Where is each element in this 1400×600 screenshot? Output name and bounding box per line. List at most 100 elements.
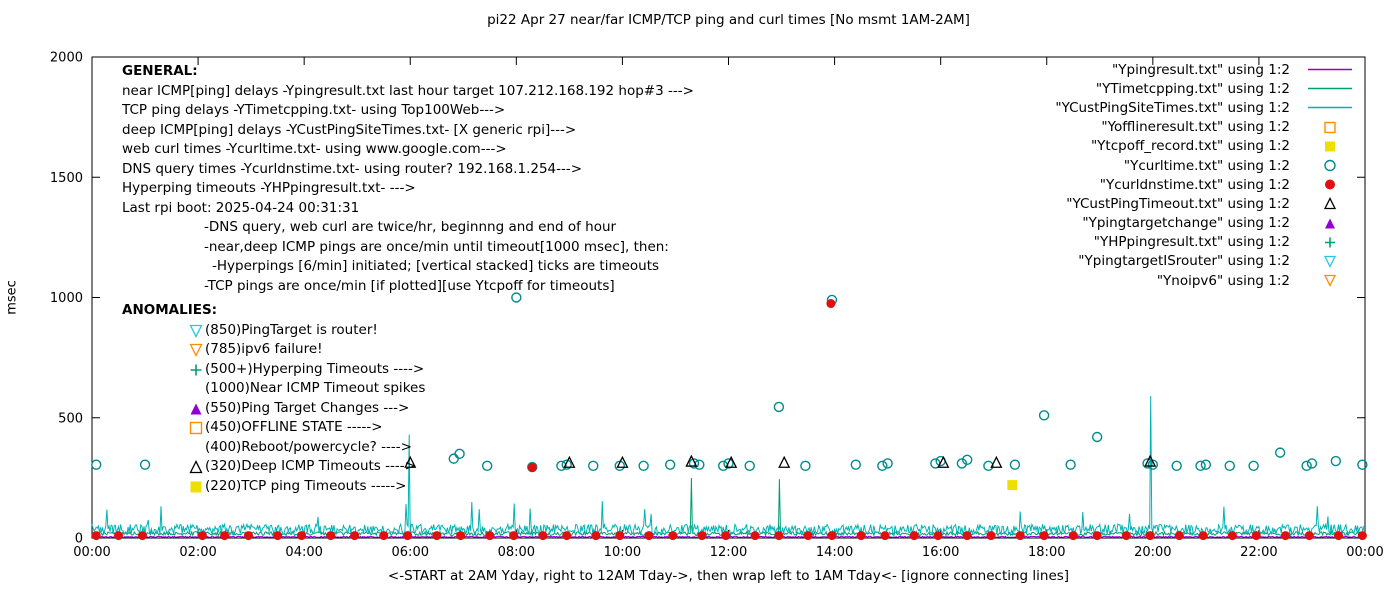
- anomaly-item: (220)TCP ping Timeouts ----->: [122, 477, 425, 497]
- anomaly-text: (850)PingTarget is router!: [205, 321, 378, 338]
- line-icon: [1298, 81, 1362, 96]
- square-open-icon: [188, 420, 205, 435]
- anomalies-heading: ANOMALIES:: [122, 302, 218, 318]
- general-line: -Hyperpings [6/min] initiated; [vertical…: [212, 258, 660, 274]
- circle-fill-icon: [1298, 177, 1362, 192]
- legend-entry: "Ypingtargetchange" using 1:2: [1055, 214, 1362, 233]
- legend-entry: "Ynoipv6" using 1:2: [1055, 271, 1362, 290]
- anomaly-text: (785)ipv6 failure!: [205, 341, 323, 357]
- anomaly-item: (320)Deep ICMP Timeouts ---->: [122, 457, 425, 477]
- general-line: TCP ping delays -YTimetcpping.txt- using…: [122, 102, 506, 118]
- svg-text:1500: 1500: [50, 171, 83, 186]
- svg-text:2000: 2000: [50, 51, 83, 66]
- chart-title: pi22 Apr 27 near/far ICMP/TCP ping and c…: [487, 12, 970, 28]
- anomaly-text: (220)TCP ping Timeouts ----->: [205, 477, 407, 494]
- legend-label: "Ynoipv6" using 1:2: [1156, 272, 1290, 289]
- general-annotations: GENERAL: near ICMP[ping] delays -Ypingre…: [122, 62, 694, 296]
- square-open-icon: [1298, 120, 1362, 135]
- no-icon: [188, 440, 205, 455]
- legend-entry: "Ycurltime.txt" using 1:2: [1055, 156, 1362, 175]
- anomaly-annotations: ANOMALIES: (850)PingTarget is router! (78…: [122, 301, 425, 496]
- legend-entry: "Ytcpoff_record.txt" using 1:2: [1055, 137, 1362, 156]
- anomaly-item: (550)Ping Target Changes --->: [122, 399, 425, 419]
- svg-text:02:00: 02:00: [179, 545, 216, 560]
- svg-text:1000: 1000: [50, 291, 83, 306]
- svg-text:06:00: 06:00: [392, 545, 429, 560]
- svg-text:16:00: 16:00: [922, 545, 959, 560]
- general-heading: GENERAL:: [122, 63, 198, 79]
- legend-label: "YTimetcpping.txt" using 1:2: [1095, 80, 1290, 97]
- legend-label: "YCustPingTimeout.txt" using 1:2: [1066, 195, 1290, 212]
- triangle-down-open-icon: [188, 323, 205, 338]
- legend-label: "YHPpingresult.txt" using 1:2: [1093, 234, 1290, 251]
- anomaly-text: (400)Reboot/powercycle? ---->: [205, 438, 412, 455]
- svg-text:04:00: 04:00: [285, 545, 322, 560]
- svg-text:08:00: 08:00: [498, 545, 535, 560]
- svg-text:10:00: 10:00: [604, 545, 641, 560]
- svg-text:00:00: 00:00: [1346, 545, 1383, 560]
- anomaly-text: (450)OFFLINE STATE ----->: [205, 419, 383, 435]
- circle-open-icon: [1298, 158, 1362, 173]
- general-line: -near,deep ICMP pings are once/min until…: [204, 238, 669, 255]
- triangle-up-open-icon: [188, 459, 205, 474]
- triangle-down-open-icon: [188, 342, 205, 358]
- anomaly-text: (500+)Hyperping Timeouts ---->: [205, 360, 425, 377]
- triangle-up-fill-icon: [188, 401, 205, 416]
- anomaly-items: (850)PingTarget is router! (785)ipv6 fail…: [122, 321, 425, 497]
- legend-entry: "YCustPingTimeout.txt" using 1:2: [1055, 194, 1362, 213]
- svg-text:14:00: 14:00: [816, 545, 853, 560]
- triangle-down-open-icon: [1298, 273, 1362, 288]
- legend-entry: "Ypingresult.txt" using 1:2: [1055, 60, 1362, 79]
- legend-label: "Yofflineresult.txt" using 1:2: [1101, 119, 1290, 136]
- legend-entry: "YHPpingresult.txt" using 1:2: [1055, 233, 1362, 252]
- legend-entry: "YTimetcpping.txt" using 1:2: [1055, 79, 1362, 98]
- anomaly-item: (850)PingTarget is router!: [122, 321, 425, 341]
- anomaly-item: (400)Reboot/powercycle? ---->: [122, 438, 425, 458]
- general-line: -TCP pings are once/min [if plotted][use…: [204, 277, 615, 294]
- general-line: near ICMP[ping] delays -Ypingresult.txt …: [122, 82, 694, 99]
- legend-label: "Ypingresult.txt" using 1:2: [1112, 61, 1290, 78]
- plus-icon: [1298, 235, 1362, 250]
- legend-label: "YCustPingSiteTimes.txt" using 1:2: [1055, 99, 1290, 116]
- legend: "Ypingresult.txt" using 1:2 "YTimetcpping…: [1055, 60, 1362, 290]
- line-icon: [1298, 62, 1362, 77]
- square-fill-icon: [188, 479, 205, 494]
- svg-text:500: 500: [58, 411, 83, 426]
- general-line: -DNS query, web curl are twice/hr, begin…: [204, 219, 617, 235]
- anomaly-text: (1000)Near ICMP Timeout spikes: [205, 380, 426, 396]
- square-fill-icon: [1298, 139, 1362, 154]
- legend-entry: "Yofflineresult.txt" using 1:2: [1055, 118, 1362, 137]
- anomaly-item: (1000)Near ICMP Timeout spikes: [122, 379, 425, 399]
- general-line: web curl times -Ycurltime.txt- using www…: [122, 141, 507, 157]
- triangle-up-fill-icon: [1298, 216, 1362, 231]
- triangle-down-open-icon: [1298, 254, 1362, 269]
- plus-icon: [188, 362, 205, 377]
- y-axis-label: msec: [4, 280, 20, 315]
- general-lines: near ICMP[ping] delays -Ypingresult.txt …: [122, 82, 694, 297]
- svg-text:00:00: 00:00: [73, 545, 110, 560]
- legend-label: "Ycurldnstime.txt" using 1:2: [1099, 176, 1290, 193]
- anomaly-item: (785)ipv6 failure!: [122, 340, 425, 360]
- legend-label: "Ytcpoff_record.txt" using 1:2: [1090, 138, 1290, 155]
- general-line: Hyperping timeouts -YHPpingresult.txt- -…: [122, 180, 416, 196]
- anomaly-item: (450)OFFLINE STATE ----->: [122, 418, 425, 438]
- legend-entry: "YCustPingSiteTimes.txt" using 1:2: [1055, 98, 1362, 117]
- legend-label: "YpingtargetISrouter" using 1:2: [1078, 253, 1290, 270]
- anomaly-text: (320)Deep ICMP Timeouts ---->: [205, 458, 416, 474]
- x-axis-label: <-START at 2AM Yday, right to 12AM Tday-…: [387, 568, 1070, 584]
- legend-entry: "YpingtargetISrouter" using 1:2: [1055, 252, 1362, 271]
- legend-entry: "Ycurldnstime.txt" using 1:2: [1055, 175, 1362, 194]
- svg-text:12:00: 12:00: [710, 545, 747, 560]
- legend-label: "Ycurltime.txt" using 1:2: [1123, 157, 1290, 174]
- svg-text:0: 0: [75, 532, 83, 547]
- legend-label: "Ypingtargetchange" using 1:2: [1082, 215, 1290, 232]
- general-line: DNS query times -Ycurldnstime.txt- using…: [122, 160, 583, 177]
- anomaly-text: (550)Ping Target Changes --->: [205, 399, 410, 416]
- general-line: deep ICMP[ping] delays -YCustPingSiteTim…: [122, 121, 577, 138]
- anomaly-item: (500+)Hyperping Timeouts ---->: [122, 360, 425, 380]
- svg-text:22:00: 22:00: [1240, 545, 1277, 560]
- svg-text:20:00: 20:00: [1134, 545, 1171, 560]
- no-icon: [188, 381, 205, 396]
